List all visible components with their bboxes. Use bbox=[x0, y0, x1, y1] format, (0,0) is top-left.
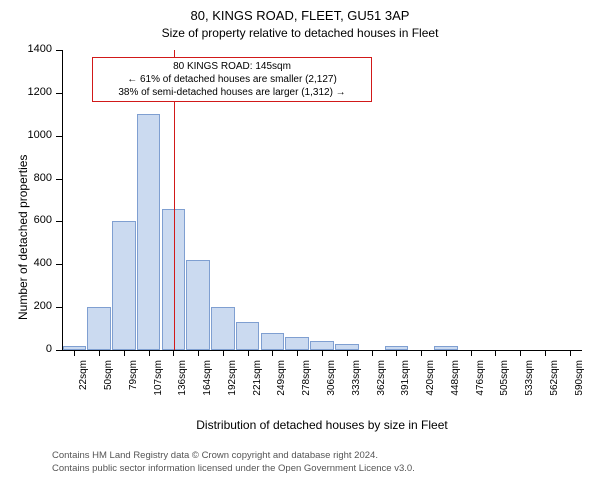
xtick-label: 562sqm bbox=[549, 360, 560, 404]
xtick-label: 476sqm bbox=[475, 360, 486, 404]
xtick-label: 79sqm bbox=[128, 360, 139, 404]
xtick-label: 50sqm bbox=[103, 360, 114, 404]
bar bbox=[186, 260, 210, 350]
xtick-mark bbox=[198, 350, 199, 356]
chart-subtitle: Size of property relative to detached ho… bbox=[0, 26, 600, 40]
xtick-mark bbox=[421, 350, 422, 356]
xtick-mark bbox=[471, 350, 472, 356]
ytick-mark bbox=[56, 307, 62, 308]
xtick-label: 249sqm bbox=[276, 360, 287, 404]
xtick-label: 22sqm bbox=[78, 360, 89, 404]
page-title: 80, KINGS ROAD, FLEET, GU51 3AP bbox=[0, 8, 600, 23]
xtick-mark bbox=[520, 350, 521, 356]
xtick-mark bbox=[347, 350, 348, 356]
ytick-mark bbox=[56, 350, 62, 351]
footer-attribution: Contains HM Land Registry data © Crown c… bbox=[52, 450, 415, 476]
ytick-mark bbox=[56, 50, 62, 51]
bar bbox=[310, 341, 334, 350]
annotation-line-2: ← 61% of detached houses are smaller (2,… bbox=[99, 73, 365, 86]
ytick-mark bbox=[56, 179, 62, 180]
ytick-label: 400 bbox=[22, 257, 52, 269]
ytick-label: 1200 bbox=[22, 86, 52, 98]
ytick-label: 600 bbox=[22, 214, 52, 226]
bar bbox=[285, 337, 309, 350]
ytick-label: 0 bbox=[22, 343, 52, 355]
xtick-mark bbox=[248, 350, 249, 356]
bar bbox=[137, 114, 161, 350]
xtick-mark bbox=[74, 350, 75, 356]
ytick-label: 1000 bbox=[22, 129, 52, 141]
xtick-label: 590sqm bbox=[574, 360, 585, 404]
xtick-mark bbox=[272, 350, 273, 356]
bar bbox=[112, 221, 136, 350]
ytick-mark bbox=[56, 93, 62, 94]
xtick-mark bbox=[372, 350, 373, 356]
xtick-mark bbox=[149, 350, 150, 356]
annotation-line-3: 38% of semi-detached houses are larger (… bbox=[99, 86, 365, 99]
xtick-mark bbox=[396, 350, 397, 356]
xtick-label: 107sqm bbox=[153, 360, 164, 404]
bar bbox=[87, 307, 111, 350]
xtick-mark bbox=[495, 350, 496, 356]
xtick-label: 533sqm bbox=[524, 360, 535, 404]
xtick-mark bbox=[545, 350, 546, 356]
ytick-mark bbox=[56, 264, 62, 265]
xtick-label: 362sqm bbox=[376, 360, 387, 404]
xtick-mark bbox=[223, 350, 224, 356]
x-axis-label: Distribution of detached houses by size … bbox=[62, 418, 582, 432]
ytick-mark bbox=[56, 136, 62, 137]
xtick-mark bbox=[99, 350, 100, 356]
xtick-label: 448sqm bbox=[450, 360, 461, 404]
xtick-mark bbox=[124, 350, 125, 356]
ytick-label: 1400 bbox=[22, 43, 52, 55]
footer-line-1: Contains HM Land Registry data © Crown c… bbox=[52, 450, 415, 463]
xtick-label: 136sqm bbox=[177, 360, 188, 404]
xtick-label: 278sqm bbox=[301, 360, 312, 404]
xtick-label: 221sqm bbox=[252, 360, 263, 404]
xtick-mark bbox=[322, 350, 323, 356]
xtick-label: 164sqm bbox=[202, 360, 213, 404]
xtick-label: 505sqm bbox=[499, 360, 510, 404]
ytick-mark bbox=[56, 221, 62, 222]
ytick-label: 800 bbox=[22, 172, 52, 184]
footer-line-2: Contains public sector information licen… bbox=[52, 463, 415, 476]
xtick-label: 391sqm bbox=[400, 360, 411, 404]
xtick-mark bbox=[173, 350, 174, 356]
xtick-label: 333sqm bbox=[351, 360, 362, 404]
annotation-line-1: 80 KINGS ROAD: 145sqm bbox=[99, 60, 365, 73]
y-axis-line bbox=[62, 50, 63, 350]
chart-plot-area: 020040060080010001200140022sqm50sqm79sqm… bbox=[62, 50, 582, 350]
bar bbox=[261, 333, 285, 350]
bar bbox=[211, 307, 235, 350]
xtick-label: 306sqm bbox=[326, 360, 337, 404]
xtick-mark bbox=[446, 350, 447, 356]
bar bbox=[236, 322, 260, 350]
xtick-label: 420sqm bbox=[425, 360, 436, 404]
annotation-box: 80 KINGS ROAD: 145sqm← 61% of detached h… bbox=[92, 57, 372, 102]
xtick-label: 192sqm bbox=[227, 360, 238, 404]
ytick-label: 200 bbox=[22, 300, 52, 312]
xtick-mark bbox=[297, 350, 298, 356]
xtick-mark bbox=[570, 350, 571, 356]
